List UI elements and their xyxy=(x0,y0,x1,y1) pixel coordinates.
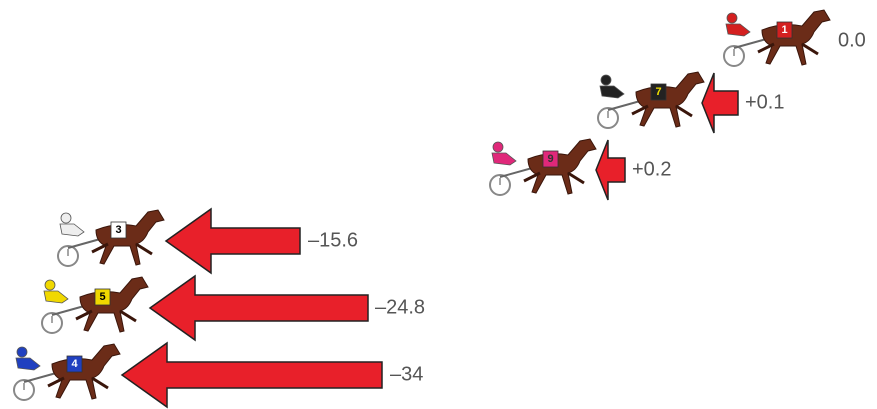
horse-leg xyxy=(136,244,152,254)
horse-number: 3 xyxy=(115,224,121,236)
horse-leg xyxy=(120,311,136,321)
driver-body xyxy=(600,86,624,98)
driver-body xyxy=(60,224,84,236)
driver-head xyxy=(601,75,611,85)
horse-body xyxy=(636,72,704,127)
time-label: +0.1 xyxy=(745,91,784,113)
horse-leg xyxy=(676,106,692,116)
diagram: 1 0.0 7 +0.1 9 +0.2 3 –15.6 5 –24.8 4 –34 xyxy=(0,0,877,409)
arrow xyxy=(150,276,368,340)
driver-head xyxy=(727,13,737,23)
horse: 3 xyxy=(58,210,164,266)
horse: 4 xyxy=(14,344,120,400)
horse-number: 1 xyxy=(781,24,787,36)
driver-body xyxy=(44,291,68,303)
horse-body xyxy=(528,139,596,194)
horse-number: 5 xyxy=(99,291,105,303)
time-label: –34 xyxy=(390,363,423,385)
arrow xyxy=(702,73,738,133)
horse: 9 xyxy=(490,139,596,195)
time-label: –24.8 xyxy=(375,296,425,318)
horse-body xyxy=(762,10,830,65)
horse: 5 xyxy=(42,277,148,333)
driver-body xyxy=(492,153,516,165)
horse-body xyxy=(80,277,148,332)
time-label: –15.6 xyxy=(308,229,358,251)
horse-leg xyxy=(92,378,108,388)
driver-body xyxy=(726,24,750,36)
driver-head xyxy=(45,280,55,290)
horse-number: 9 xyxy=(547,153,553,165)
horse-number: 4 xyxy=(71,358,78,370)
driver-head xyxy=(493,142,503,152)
arrow xyxy=(166,209,300,273)
driver-head xyxy=(61,213,71,223)
horse-leg xyxy=(568,173,584,183)
arrow xyxy=(596,140,625,200)
arrow xyxy=(122,343,382,407)
driver-head xyxy=(17,347,27,357)
time-label: 0.0 xyxy=(838,29,866,51)
time-label: +0.2 xyxy=(632,158,671,180)
horse: 7 xyxy=(598,72,704,128)
horse: 1 xyxy=(724,10,830,66)
horse-body xyxy=(96,210,164,265)
horse-leg xyxy=(802,44,818,54)
horse-number: 7 xyxy=(655,86,661,98)
driver-body xyxy=(16,358,40,370)
horse-body xyxy=(52,344,120,399)
